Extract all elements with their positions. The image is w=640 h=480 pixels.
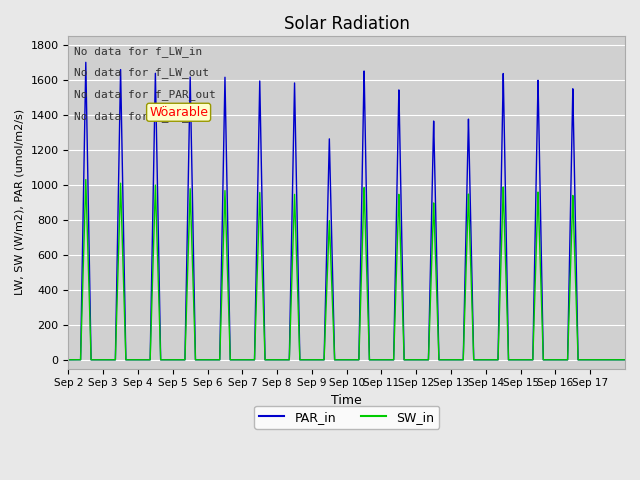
Text: Wöarable: Wöarable	[149, 106, 208, 119]
Text: No data for f_LW_in: No data for f_LW_in	[74, 46, 202, 57]
Text: No data for f_PAR_out: No data for f_PAR_out	[74, 89, 216, 100]
Text: No data for f_SW_out: No data for f_SW_out	[74, 111, 209, 122]
Legend: PAR_in, SW_in: PAR_in, SW_in	[254, 406, 439, 429]
Text: No data for f_LW_out: No data for f_LW_out	[74, 68, 209, 78]
Y-axis label: LW, SW (W/m2), PAR (umol/m2/s): LW, SW (W/m2), PAR (umol/m2/s)	[15, 109, 25, 295]
Title: Solar Radiation: Solar Radiation	[284, 15, 410, 33]
X-axis label: Time: Time	[332, 394, 362, 407]
